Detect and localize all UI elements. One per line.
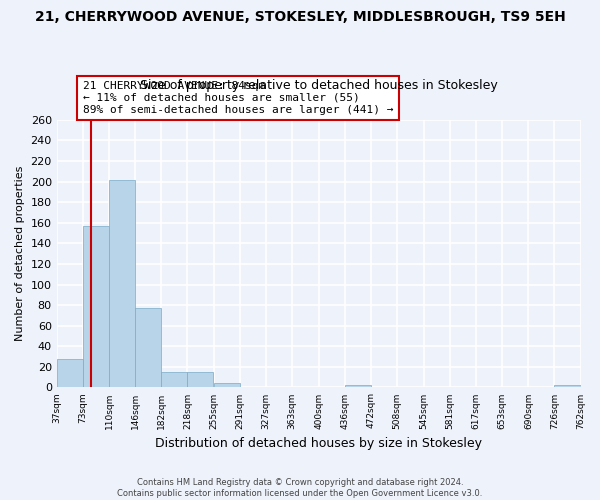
- X-axis label: Distribution of detached houses by size in Stokesley: Distribution of detached houses by size …: [155, 437, 482, 450]
- Bar: [136, 308, 161, 388]
- Text: 21, CHERRYWOOD AVENUE, STOKESLEY, MIDDLESBROUGH, TS9 5EH: 21, CHERRYWOOD AVENUE, STOKESLEY, MIDDLE…: [35, 10, 565, 24]
- Text: 21 CHERRYWOOD AVENUE: 84sqm
← 11% of detached houses are smaller (55)
89% of sem: 21 CHERRYWOOD AVENUE: 84sqm ← 11% of det…: [83, 82, 394, 114]
- Y-axis label: Number of detached properties: Number of detached properties: [15, 166, 25, 342]
- Title: Size of property relative to detached houses in Stokesley: Size of property relative to detached ho…: [140, 80, 497, 92]
- Bar: [345, 386, 371, 388]
- Bar: [161, 372, 187, 388]
- Text: Contains HM Land Registry data © Crown copyright and database right 2024.
Contai: Contains HM Land Registry data © Crown c…: [118, 478, 482, 498]
- Bar: [214, 384, 240, 388]
- Bar: [56, 358, 83, 388]
- Bar: [109, 180, 136, 388]
- Bar: [83, 226, 109, 388]
- Bar: [554, 386, 581, 388]
- Bar: [187, 372, 214, 388]
